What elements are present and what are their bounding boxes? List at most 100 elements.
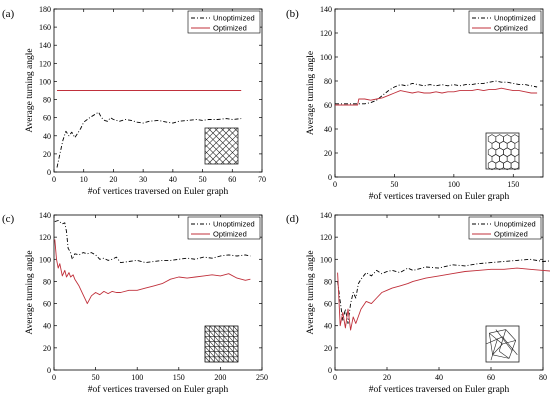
legend-label-optimized: Optimized — [213, 24, 247, 33]
y-tick-label: 80 — [43, 277, 51, 286]
x-tick-label: 50 — [390, 180, 398, 189]
series-line-optimized — [54, 239, 251, 305]
hexagonal-lattice-icon — [485, 132, 520, 171]
series-line-unoptimized — [54, 220, 251, 264]
panel-label: (b) — [286, 8, 299, 20]
irregular-polygon-graph-icon — [485, 325, 520, 363]
x-tick-label: 150 — [173, 373, 185, 382]
legend-box — [187, 10, 261, 34]
y-tick-label: 20 — [324, 149, 332, 158]
legend-label-unoptimized: Unoptimized — [213, 220, 255, 229]
y-tick-label: 0 — [47, 168, 51, 177]
series-line-unoptimized — [337, 258, 550, 324]
legend-label-optimized: Optimized — [213, 230, 247, 239]
series-line-optimized — [337, 267, 550, 331]
chart-panel-a: (a) 0 10 20 30 40 50 60 70 0 20 40 60 80 100 120 140 160 1… — [2, 5, 266, 197]
x-tick-label: 10 — [80, 175, 88, 184]
panel-label: (c) — [2, 213, 15, 225]
series-line-optimized — [335, 87, 538, 106]
y-axis-label: Average turning angle — [306, 250, 316, 334]
y-tick-label: 120 — [39, 59, 51, 68]
y-tick-label: 180 — [39, 5, 51, 14]
y-axis-label: Average turning angle — [25, 250, 35, 334]
panel-label: (d) — [286, 213, 299, 225]
chart-panel-b: (b) 0 50 100 150 0 20 40 60 80 100 120 140 #of vertic… — [286, 5, 544, 202]
plot-frame — [334, 8, 544, 178]
y-tick-label: 140 — [39, 211, 51, 220]
y-tick-label: 120 — [320, 29, 332, 38]
x-tick-label: 250 — [256, 373, 268, 382]
y-tick-label: 40 — [324, 322, 332, 331]
y-tick-label: 20 — [43, 344, 51, 353]
y-tick-label: 40 — [324, 125, 332, 134]
triangular-lattice-icon — [204, 325, 239, 363]
x-tick-label: 80 — [539, 373, 547, 382]
inset-frame — [485, 132, 520, 170]
legend-box — [468, 216, 542, 240]
y-tick-label: 0 — [328, 366, 332, 375]
inset-frame — [485, 325, 520, 363]
x-tick-label: 20 — [383, 373, 391, 382]
x-tick-label: 150 — [507, 180, 519, 189]
x-tick-label: 0 — [52, 373, 56, 382]
plot-frame — [53, 8, 263, 173]
x-tick-label: 0 — [333, 373, 337, 382]
x-tick-label: 40 — [435, 373, 443, 382]
y-axis-label: Average turning angle — [25, 48, 35, 132]
panel-label: (a) — [2, 8, 15, 20]
x-tick-label: 200 — [214, 373, 226, 382]
y-tick-label: 140 — [39, 41, 51, 50]
chart-panel-c: (c) 0 50 100 150 200 250 0 20 40 60 80 100 120 140 #of … — [2, 211, 268, 395]
series-line-unoptimized — [335, 80, 538, 105]
y-tick-label: 140 — [320, 5, 332, 14]
y-tick-label: 140 — [320, 211, 332, 220]
x-tick-label: 20 — [109, 175, 117, 184]
legend-label-unoptimized: Unoptimized — [213, 14, 255, 23]
x-tick-label: 0 — [52, 175, 56, 184]
y-tick-label: 20 — [43, 150, 51, 159]
x-tick-label: 70 — [258, 175, 266, 184]
x-tick-label: 50 — [199, 175, 207, 184]
legend-label-unoptimized: Unoptimized — [494, 14, 536, 23]
x-tick-label: 50 — [92, 373, 100, 382]
y-axis-label: Average turning angle — [306, 51, 316, 135]
plot-frame — [53, 214, 263, 371]
y-tick-label: 100 — [39, 77, 51, 86]
y-tick-label: 0 — [47, 366, 51, 375]
x-tick-label: 60 — [487, 373, 495, 382]
x-tick-label: 30 — [139, 175, 147, 184]
chart-panel-d: (d) 0 20 40 60 80 0 20 40 60 80 100 120 140 #of vertic… — [286, 211, 550, 395]
y-tick-label: 100 — [320, 255, 332, 264]
y-tick-label: 100 — [39, 255, 51, 264]
x-axis-label: #of vertices traversed on Euler graph — [88, 186, 229, 197]
y-tick-label: 80 — [324, 77, 332, 86]
x-tick-label: 60 — [228, 175, 236, 184]
x-axis-label: #of vertices traversed on Euler graph — [88, 384, 229, 395]
x-tick-label: 0 — [333, 180, 337, 189]
y-tick-label: 20 — [324, 344, 332, 353]
legend-label-unoptimized: Unoptimized — [494, 220, 536, 229]
y-tick-label: 100 — [320, 53, 332, 62]
y-tick-label: 40 — [43, 132, 51, 141]
y-tick-label: 120 — [39, 233, 51, 242]
x-axis-label: #of vertices traversed on Euler graph — [369, 384, 510, 395]
y-tick-label: 160 — [39, 23, 51, 32]
x-tick-label: 40 — [169, 175, 177, 184]
y-tick-label: 80 — [43, 96, 51, 105]
y-tick-label: 60 — [43, 300, 51, 309]
legend-label-optimized: Optimized — [494, 230, 528, 239]
legend-box — [187, 216, 261, 240]
legend-label-optimized: Optimized — [494, 24, 528, 33]
x-tick-label: 100 — [448, 180, 460, 189]
y-tick-label: 60 — [43, 114, 51, 123]
x-tick-label: 100 — [131, 373, 143, 382]
y-tick-label: 40 — [43, 322, 51, 331]
y-tick-label: 60 — [324, 300, 332, 309]
lattice-lines — [205, 128, 238, 164]
square-diagonal-lattice-icon — [204, 127, 239, 165]
